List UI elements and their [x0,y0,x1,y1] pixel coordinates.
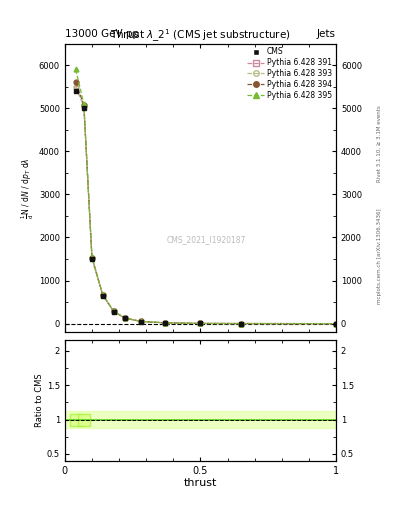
Y-axis label: $\mathdefault{\frac{1}{d}N}$ / $\mathdefault{d}N$ / $\mathdefault{d}p_T$ $\mathd: $\mathdefault{\frac{1}{d}N}$ / $\mathdef… [20,157,36,219]
Title: Thrust $\lambda\_2^1$ (CMS jet substructure): Thrust $\lambda\_2^1$ (CMS jet substruct… [110,27,291,44]
Legend: CMS, Pythia 6.428 391, Pythia 6.428 393, Pythia 6.428 394, Pythia 6.428 395: CMS, Pythia 6.428 391, Pythia 6.428 393,… [246,46,334,101]
Text: mcplots.cern.ch [arXiv:1306.3436]: mcplots.cern.ch [arXiv:1306.3436] [377,208,382,304]
Text: 13000 GeV pp: 13000 GeV pp [65,29,139,39]
Text: Rivet 3.1.10, ≥ 3.1M events: Rivet 3.1.10, ≥ 3.1M events [377,105,382,182]
Y-axis label: Ratio to CMS: Ratio to CMS [35,374,44,428]
Text: CMS_2021_I1920187: CMS_2021_I1920187 [166,236,246,244]
X-axis label: thrust: thrust [184,478,217,488]
Text: Jets: Jets [317,29,336,39]
